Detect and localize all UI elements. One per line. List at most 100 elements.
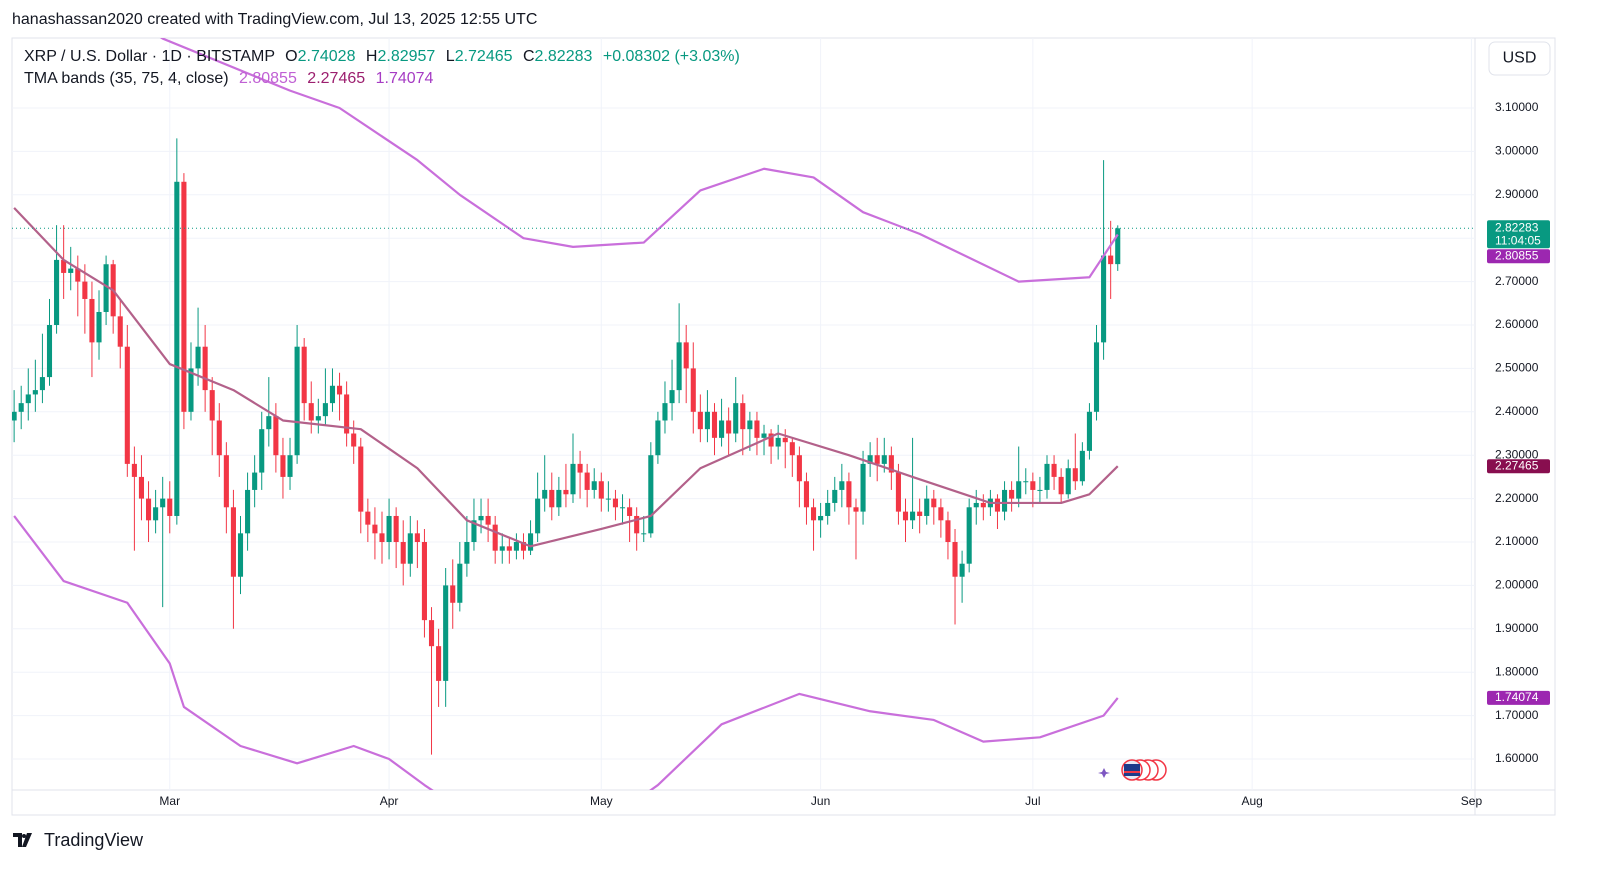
band-value-box bbox=[1487, 249, 1550, 264]
candle-body bbox=[344, 394, 350, 434]
candle-body bbox=[457, 563, 463, 603]
candle-body bbox=[1065, 468, 1071, 495]
candle-body bbox=[1016, 481, 1022, 499]
logo-dot bbox=[22, 834, 26, 838]
candle-body bbox=[379, 533, 385, 543]
y-tick-label: 2.50000 bbox=[1495, 361, 1539, 375]
candle-body bbox=[351, 433, 357, 447]
candle-body bbox=[662, 403, 668, 421]
candle-body bbox=[266, 416, 272, 430]
candle-body bbox=[174, 181, 180, 516]
candle-body bbox=[598, 481, 604, 499]
candle-body bbox=[39, 377, 45, 391]
y-tick-label: 3.10000 bbox=[1495, 100, 1539, 114]
band-value-label: 2.80855 bbox=[1495, 248, 1539, 262]
candle-body bbox=[414, 533, 420, 543]
ohlc-label: L bbox=[446, 48, 455, 65]
candle-body bbox=[428, 620, 435, 647]
candle-body bbox=[294, 346, 300, 456]
candle-body bbox=[683, 342, 689, 369]
x-tick-label: Aug bbox=[1241, 794, 1262, 808]
candle-body bbox=[75, 268, 81, 282]
band-value-label: 2.27465 bbox=[1495, 458, 1539, 472]
y-tick-label: 2.40000 bbox=[1495, 404, 1539, 418]
candle-body bbox=[407, 533, 413, 564]
candle-body bbox=[230, 507, 236, 577]
candle-body bbox=[145, 498, 152, 521]
candle-body bbox=[436, 646, 442, 681]
candle-body bbox=[825, 502, 831, 516]
candle-body bbox=[966, 507, 972, 564]
sparkle-icon bbox=[1098, 768, 1110, 778]
candle-body bbox=[68, 268, 74, 273]
candle-body bbox=[528, 533, 534, 551]
y-tick-label: 2.10000 bbox=[1495, 534, 1539, 548]
candle-body bbox=[89, 298, 95, 343]
candle-body bbox=[308, 403, 314, 421]
currency-label: USD bbox=[1503, 50, 1537, 67]
candle-body bbox=[1037, 489, 1043, 491]
band-line bbox=[159, 38, 1119, 283]
x-tick-label: May bbox=[590, 794, 613, 808]
candle-body bbox=[895, 472, 901, 512]
candle-body bbox=[1009, 489, 1015, 499]
x-tick-label: Sep bbox=[1461, 794, 1483, 808]
x-tick-label: Apr bbox=[380, 794, 399, 808]
ohlc-value: 2.82283 bbox=[535, 48, 593, 65]
candle-body bbox=[358, 446, 364, 512]
candle-body bbox=[726, 420, 732, 434]
candle-body bbox=[1051, 463, 1057, 477]
candle-body bbox=[549, 489, 555, 508]
candle-body bbox=[627, 507, 633, 516]
candle-body bbox=[1072, 468, 1078, 482]
candle-body bbox=[1058, 476, 1064, 495]
candle-body bbox=[747, 420, 753, 430]
candle-body bbox=[980, 502, 986, 508]
candle-body bbox=[577, 463, 583, 473]
candle-body bbox=[153, 507, 159, 521]
logo-mark bbox=[13, 833, 32, 847]
candle-body bbox=[1101, 255, 1107, 343]
candle-body bbox=[612, 498, 618, 508]
footer-logo: TradingView bbox=[13, 830, 144, 850]
candle-body bbox=[400, 542, 406, 564]
candle-body bbox=[216, 420, 222, 456]
legend-main: XRP / U.S. Dollar · 1D · BITSTAMP O2.740… bbox=[24, 48, 740, 65]
currency-button[interactable] bbox=[1488, 41, 1551, 76]
y-tick-label: 1.70000 bbox=[1495, 708, 1539, 722]
plot-area bbox=[12, 38, 1475, 790]
candle-body bbox=[867, 455, 873, 464]
candle-body bbox=[513, 542, 519, 551]
candle-body bbox=[393, 515, 399, 543]
candle-body bbox=[138, 476, 145, 499]
candle-body bbox=[223, 455, 229, 508]
candle-body bbox=[1044, 463, 1050, 490]
candle-body bbox=[874, 455, 880, 464]
candle-body bbox=[492, 524, 498, 551]
candle-body bbox=[556, 489, 562, 508]
candle-body bbox=[464, 542, 470, 564]
band-value-label: 1.74074 bbox=[1495, 690, 1539, 704]
band-line bbox=[13, 515, 1119, 790]
candle-body bbox=[641, 533, 647, 535]
candle-body bbox=[938, 507, 944, 521]
candle-body bbox=[634, 515, 640, 534]
ohlc-value: 2.82957 bbox=[377, 48, 435, 65]
candle-body bbox=[386, 515, 392, 543]
candle-body bbox=[443, 585, 449, 681]
candle-body bbox=[542, 489, 548, 499]
candle-body bbox=[520, 542, 527, 551]
candle-body bbox=[740, 403, 746, 430]
candle-body bbox=[881, 455, 887, 464]
candle-body bbox=[1023, 481, 1029, 483]
candle-body bbox=[181, 181, 187, 412]
candle-body bbox=[733, 403, 739, 434]
x-tick-label: Jul bbox=[1025, 794, 1040, 808]
candle-body bbox=[860, 463, 866, 512]
candle-body bbox=[754, 420, 760, 438]
y-tick-label: 1.80000 bbox=[1495, 664, 1539, 678]
candle-body bbox=[711, 411, 718, 438]
candle-body bbox=[704, 411, 710, 430]
candle-body bbox=[973, 502, 979, 508]
candle-body bbox=[12, 411, 17, 421]
